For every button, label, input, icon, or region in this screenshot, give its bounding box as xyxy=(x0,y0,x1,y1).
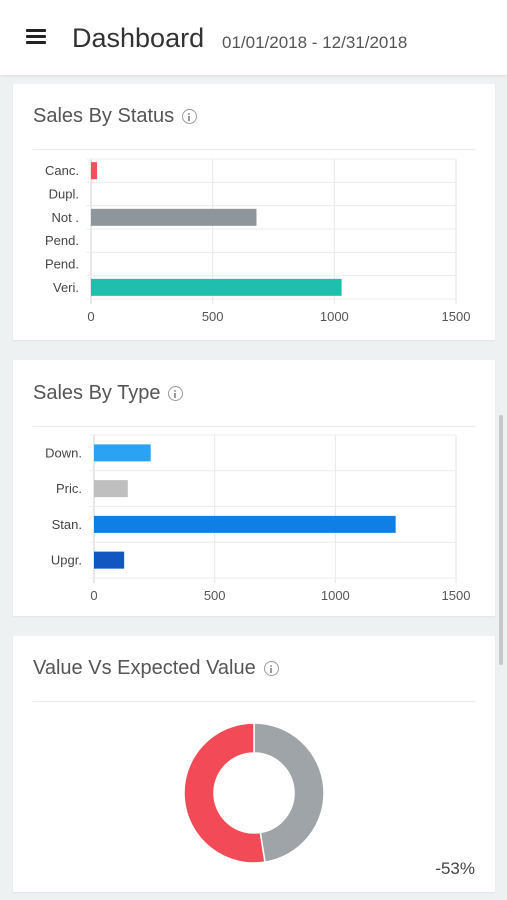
x-tick-label: 1000 xyxy=(320,309,349,324)
bar[interactable] xyxy=(94,444,151,462)
sales-by-type-title-text: Sales By Type xyxy=(33,382,161,404)
card-divider xyxy=(33,701,475,702)
sales-by-status-chart: 0 500 1000 1500 Canc. Dupl. Not . Pend. Pend. Ver… xyxy=(45,158,471,324)
date-range[interactable]: 01/01/2018 - 12/31/2018 xyxy=(222,33,408,52)
bar[interactable] xyxy=(94,480,128,498)
value-change-percent: -53% xyxy=(435,859,475,878)
sales-by-status-title-text: Sales By Status xyxy=(33,105,175,127)
app-header: Dashboard 01/01/2018 - 12/31/2018 xyxy=(0,0,507,75)
y-tick-label: Pend. xyxy=(45,233,79,248)
value-vs-expected-title-text: Value Vs Expected Value xyxy=(33,657,256,679)
y-tick-label: Pric. xyxy=(56,481,82,496)
y-tick-label: Veri. xyxy=(53,280,79,295)
x-tick-label: 0 xyxy=(90,588,97,603)
y-tick-label: Not . xyxy=(52,210,79,225)
sales-by-type-title: Sales By Type xyxy=(33,382,184,405)
info-icon[interactable] xyxy=(182,109,198,124)
bar[interactable] xyxy=(94,515,396,533)
sales-by-status-title: Sales By Status xyxy=(33,105,198,128)
donut-slice[interactable] xyxy=(253,722,325,863)
sales-by-type-card: Sales By Type 0 500 1000 1500 Down. Pric. Stan… xyxy=(13,360,495,616)
menu-icon[interactable] xyxy=(26,29,46,45)
x-tick-label: 0 xyxy=(87,309,94,324)
sales-by-type-chart: 0 500 1000 1500 Down. Pric. Stan. Upgr. xyxy=(45,434,471,603)
x-tick-label: 1000 xyxy=(321,588,350,603)
info-icon[interactable] xyxy=(263,661,279,676)
card-divider xyxy=(33,149,475,150)
value-vs-expected-card: Value Vs Expected Value xyxy=(13,636,495,892)
bar[interactable] xyxy=(91,208,257,226)
y-tick-label: Down. xyxy=(45,445,82,460)
x-tick-label: 500 xyxy=(204,588,226,603)
bar[interactable] xyxy=(94,551,125,569)
donut-slice[interactable] xyxy=(183,722,266,864)
x-tick-label: 1500 xyxy=(442,309,471,324)
info-icon[interactable] xyxy=(168,386,184,401)
sales-by-status-card: Sales By Status 0 500 1000 1500 Canc. Dupl. No… xyxy=(13,84,495,340)
value-vs-expected-chart xyxy=(183,722,325,864)
card-divider xyxy=(33,426,475,427)
y-tick-label: Dupl. xyxy=(49,187,79,202)
y-tick-label: Upgr. xyxy=(51,553,82,568)
y-tick-label: Pend. xyxy=(45,257,79,272)
scrollbar[interactable] xyxy=(499,415,503,665)
y-tick-label: Stan. xyxy=(52,517,82,532)
y-tick-label: Canc. xyxy=(45,163,79,178)
bar[interactable] xyxy=(91,162,98,180)
value-vs-expected-title: Value Vs Expected Value xyxy=(33,657,279,680)
bar[interactable] xyxy=(91,278,342,296)
x-tick-label: 1500 xyxy=(442,588,471,603)
page-title: Dashboard xyxy=(72,23,205,53)
x-tick-label: 500 xyxy=(202,309,224,324)
